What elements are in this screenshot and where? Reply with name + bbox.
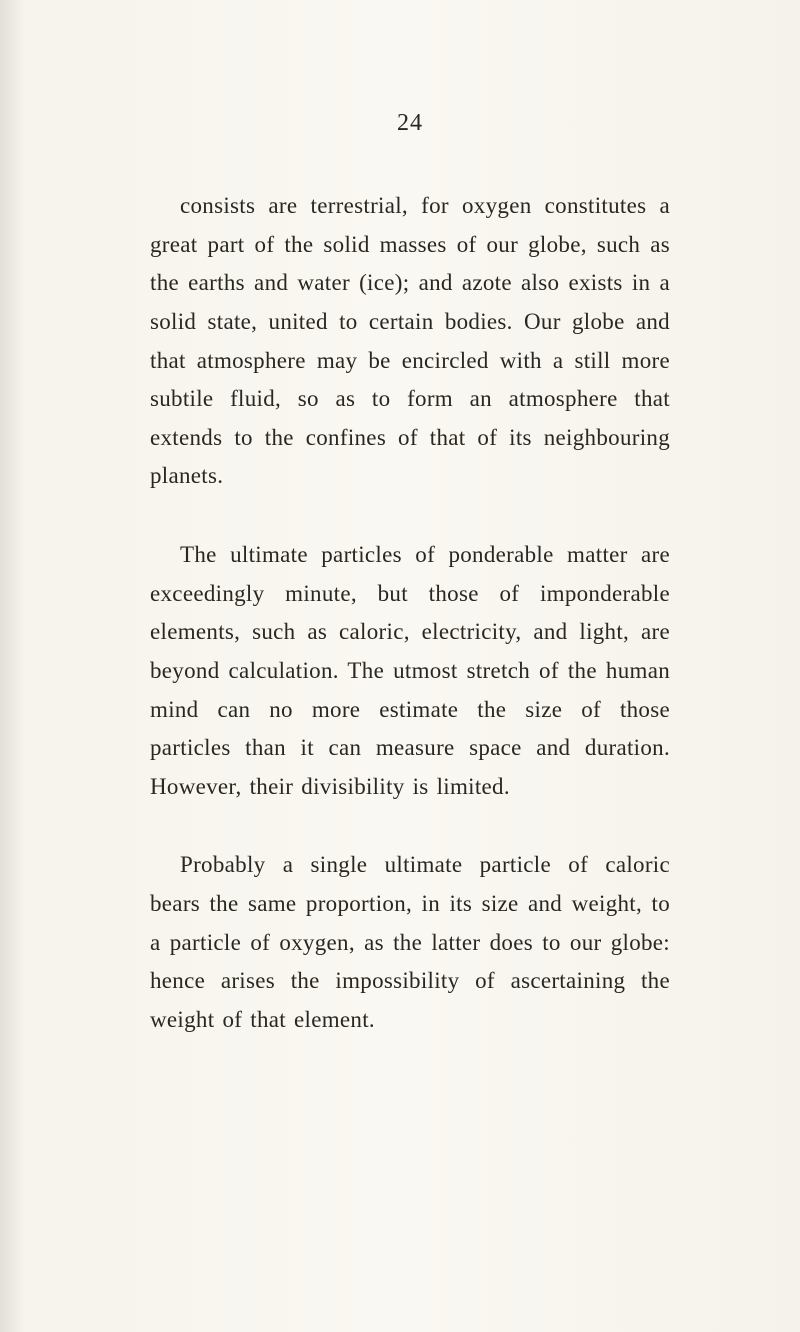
document-page: 24 consists are terrestrial, for oxygen … (0, 0, 800, 1332)
paragraph-3: Probably a single ultimate particle of c… (150, 846, 670, 1039)
paragraph-2: The ultimate particles of ponderable mat… (150, 536, 670, 806)
page-number: 24 (150, 110, 670, 137)
paragraph-1: consists are terrestrial, for oxygen con… (150, 187, 670, 496)
